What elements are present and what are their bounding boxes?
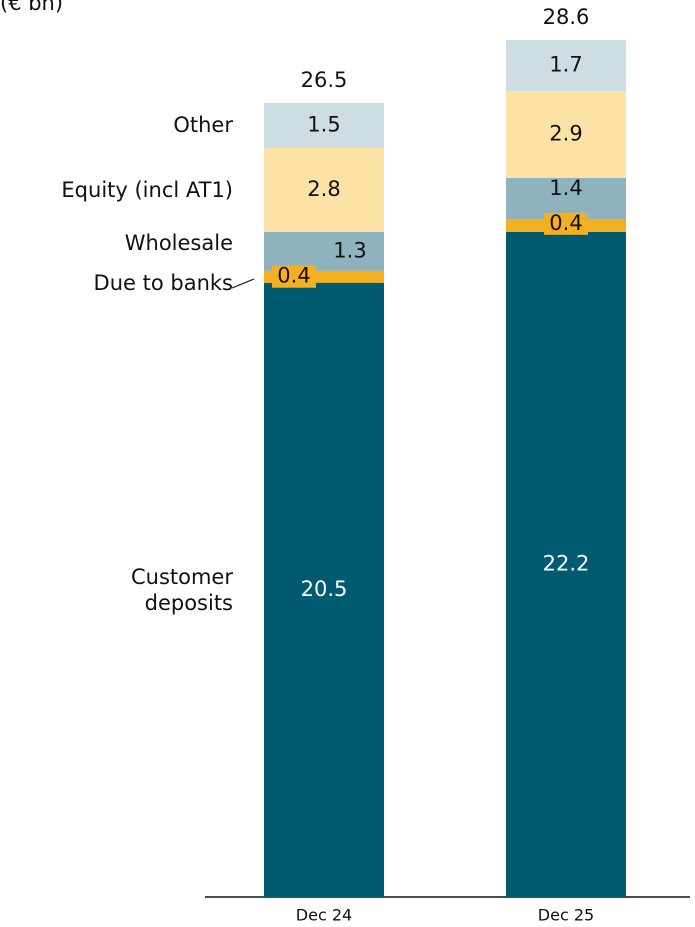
data-label: 1.4	[549, 176, 582, 200]
total-label: 28.6	[543, 5, 590, 29]
data-label: 0.4	[549, 211, 582, 235]
x-tick-label: Dec 25	[538, 906, 594, 925]
data-label: 1.7	[549, 52, 582, 76]
legend-label: Due to banks	[93, 270, 233, 295]
x-tick-label: Dec 24	[296, 906, 352, 925]
data-label: 1.5	[307, 112, 340, 136]
data-label: 0.4	[277, 264, 310, 288]
legend-label: Equity (incl AT1)	[61, 177, 233, 202]
bar-segment	[264, 102, 384, 148]
data-label: 20.5	[301, 577, 348, 601]
total-label: 26.5	[301, 68, 348, 92]
data-label: 2.8	[307, 177, 340, 201]
legend-label: Customer deposits	[130, 564, 233, 615]
bar-segment	[264, 282, 384, 897]
legend-label: Wholesale	[124, 231, 233, 256]
label-box	[544, 212, 588, 235]
data-label: 1.3	[333, 238, 366, 262]
legend-label: Other	[173, 113, 233, 138]
data-label: 22.2	[543, 551, 590, 575]
bar-segment	[506, 231, 626, 897]
bar-segment	[264, 231, 384, 271]
data-label: 2.9	[549, 121, 582, 145]
bar-segment	[264, 147, 384, 232]
bar-segment	[264, 270, 384, 283]
bar-segment	[506, 90, 626, 178]
label-box	[272, 265, 316, 288]
leader-line	[231, 278, 255, 289]
axis-label: (€ bn)	[0, 0, 63, 15]
bar-segment	[506, 40, 626, 91]
